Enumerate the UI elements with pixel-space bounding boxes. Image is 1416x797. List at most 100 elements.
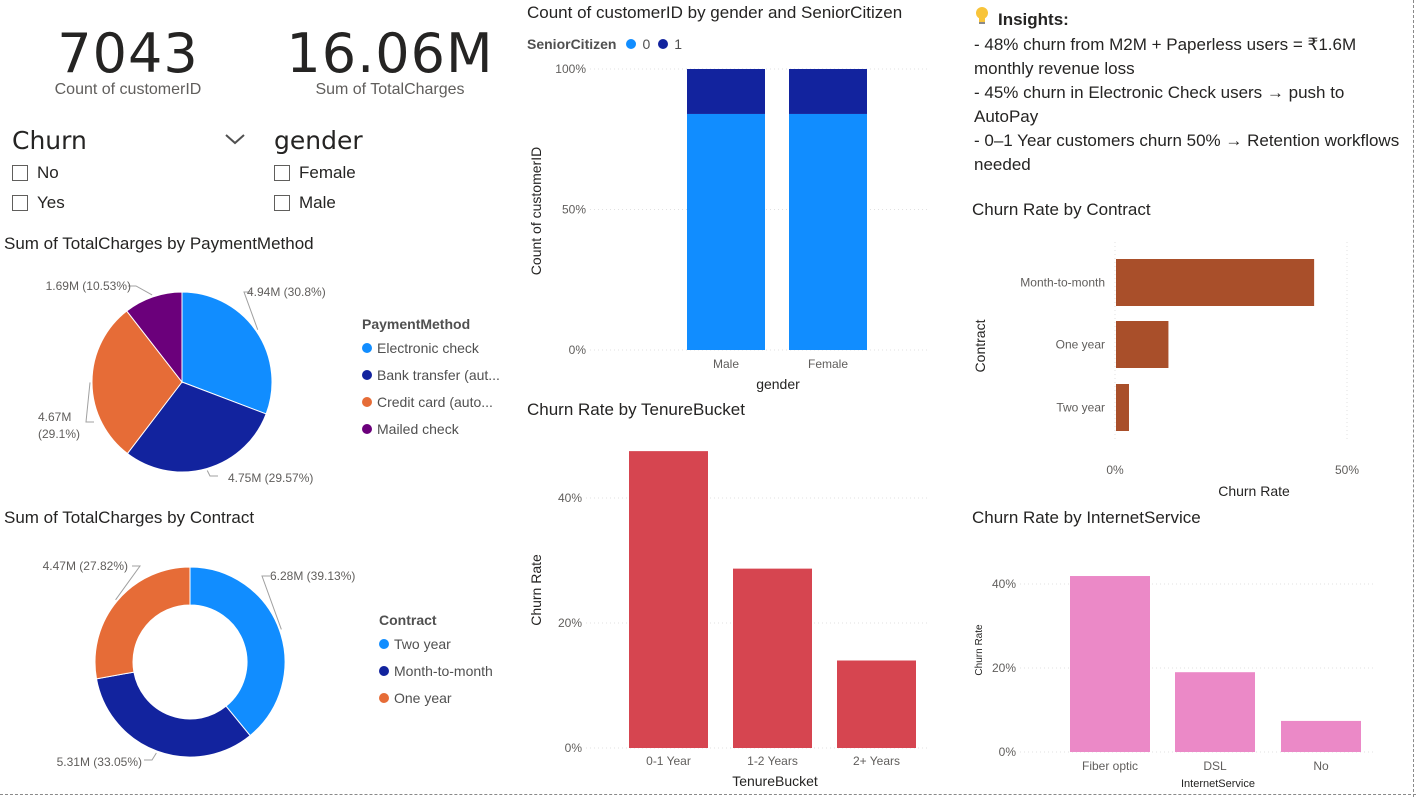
bar-segment[interactable] — [789, 113, 867, 351]
slicer-option-label: No — [37, 163, 59, 182]
checkbox[interactable] — [274, 195, 290, 211]
legend-label: Electronic check — [377, 340, 479, 356]
data-label: 1.69M (10.53%) — [46, 279, 131, 293]
bar[interactable] — [733, 568, 812, 748]
legend-label[interactable]: 1 — [674, 36, 683, 52]
legend-item[interactable]: Two year — [379, 636, 493, 652]
axis-category-label: No — [1313, 759, 1329, 773]
legend-dot — [379, 693, 389, 703]
bar[interactable] — [1116, 259, 1315, 306]
axis-category-label: DSL — [1203, 759, 1227, 773]
axis-tick-label: 40% — [558, 491, 582, 505]
slicer-option-male[interactable]: Male — [274, 193, 474, 213]
data-label: 4.94M (30.8%) — [247, 285, 326, 299]
legend-dot — [362, 424, 372, 434]
data-label: 4.47M (27.82%) — [43, 559, 128, 573]
slicer-option-label: Male — [299, 193, 336, 212]
bar[interactable] — [837, 660, 916, 749]
bar-segment[interactable] — [789, 69, 867, 114]
canvas-border-right — [1413, 0, 1414, 797]
legend-item[interactable]: Month-to-month — [379, 663, 493, 679]
x-axis-title: TenureBucket — [732, 773, 818, 789]
data-label: 4.75M (29.57%) — [228, 471, 313, 485]
leader-line — [85, 382, 94, 423]
legend-title: PaymentMethod — [362, 316, 471, 332]
legend-item[interactable]: Mailed check — [362, 421, 500, 437]
leader-line — [243, 291, 259, 330]
legend-dot — [362, 370, 372, 380]
axis-tick-label: 20% — [992, 661, 1016, 675]
pie-slice[interactable] — [94, 566, 191, 680]
data-label: 5.31M (33.05%) — [57, 755, 142, 769]
legend-label: One year — [394, 690, 452, 706]
slicer-option-label: Yes — [37, 193, 65, 212]
pie-slice[interactable] — [181, 291, 273, 415]
axis-category-label: Two year — [1056, 401, 1105, 415]
x-axis-title: gender — [756, 376, 800, 392]
slicer-option-label: Female — [299, 163, 356, 182]
legend-dot — [658, 39, 669, 49]
axis-category-label: Fiber optic — [1082, 759, 1138, 773]
kpi-card-total-charges: 16.06M Sum of TotalCharges — [270, 22, 510, 99]
leader-line — [206, 470, 218, 477]
checkbox[interactable] — [12, 195, 28, 211]
gender-stacked-chart: 0% 50% 100% Male Female gender Count of custom… — [528, 62, 930, 392]
axis-tick-label: 0% — [569, 343, 587, 357]
insight-line: needed — [974, 155, 1031, 174]
legend-dot — [379, 666, 389, 676]
data-label: 4.67M — [38, 410, 71, 424]
pie-slice[interactable] — [126, 291, 183, 384]
legend-item[interactable]: Credit card (auto... — [362, 394, 500, 410]
bar[interactable] — [1116, 321, 1169, 368]
legend-label[interactable]: 0 — [642, 36, 651, 52]
legend-title: Contract — [379, 612, 437, 628]
contract-legend: Contract Two year Month-to-month One yea… — [379, 612, 493, 706]
pie-slice[interactable] — [189, 566, 286, 737]
x-axis-title: InternetService — [1181, 778, 1255, 790]
y-axis-title: Contract — [972, 319, 988, 372]
axis-tick-label: 40% — [992, 577, 1016, 591]
insight-line: - 0–1 Year customers churn 50% → Retenti… — [974, 131, 1400, 150]
churn-slicer: Churn No Yes — [12, 126, 252, 213]
insight-line: - 48% churn from M2M + Paperless users =… — [974, 35, 1357, 54]
slicer-option-yes[interactable]: Yes — [12, 193, 252, 213]
legend-label: Two year — [394, 636, 451, 652]
insight-line: monthly revenue loss — [974, 59, 1135, 78]
y-axis-title: Count of customerID — [528, 147, 544, 275]
slicer-option-no[interactable]: No — [12, 163, 252, 183]
tenure-bar-chart: 0% 20% 40% 0-1 Year 1-2 Years 2+ Years TenureB… — [528, 451, 930, 789]
axis-category-label: Month-to-month — [1020, 276, 1105, 290]
bar[interactable] — [1116, 384, 1129, 431]
legend-dot — [626, 39, 637, 49]
payment-legend: PaymentMethod Electronic check Bank tran… — [362, 316, 500, 437]
slicer-option-female[interactable]: Female — [274, 163, 474, 183]
bar-segment[interactable] — [687, 113, 765, 351]
pie-slice[interactable] — [95, 671, 251, 758]
insight-line: AutoPay — [974, 107, 1039, 126]
contract-rate-title: Churn Rate by Contract — [972, 200, 1151, 219]
canvas-border-bottom — [0, 794, 1416, 795]
axis-tick-label: 50% — [1335, 463, 1359, 477]
checkbox[interactable] — [12, 165, 28, 181]
legend-dot — [379, 639, 389, 649]
chevron-down-icon[interactable] — [224, 131, 246, 150]
bar[interactable] — [1070, 576, 1150, 752]
legend-item[interactable]: Bank transfer (aut... — [362, 367, 500, 383]
pie-slice[interactable] — [91, 310, 183, 455]
checkbox[interactable] — [274, 165, 290, 181]
bar-segment[interactable] — [687, 69, 765, 114]
bar[interactable] — [629, 451, 708, 748]
pie-slice[interactable] — [126, 381, 267, 473]
contract-rate-bar-chart: 0% 50% Month-to-month One year Two year Churn… — [972, 242, 1359, 499]
internet-chart-title: Churn Rate by InternetService — [972, 508, 1201, 527]
axis-tick-label: 20% — [558, 616, 582, 630]
contract-donut-chart: 6.28M (39.13%) 5.31M (33.05%) 4.47M (27.82… — [43, 559, 356, 769]
leader-line — [115, 565, 141, 601]
leader-line — [144, 752, 157, 761]
bar[interactable] — [1175, 672, 1255, 752]
legend-title: SeniorCitizen — [527, 36, 617, 52]
axis-category-label: One year — [1056, 338, 1105, 352]
legend-item[interactable]: One year — [379, 690, 493, 706]
bar[interactable] — [1281, 720, 1361, 752]
legend-item[interactable]: Electronic check — [362, 340, 500, 356]
